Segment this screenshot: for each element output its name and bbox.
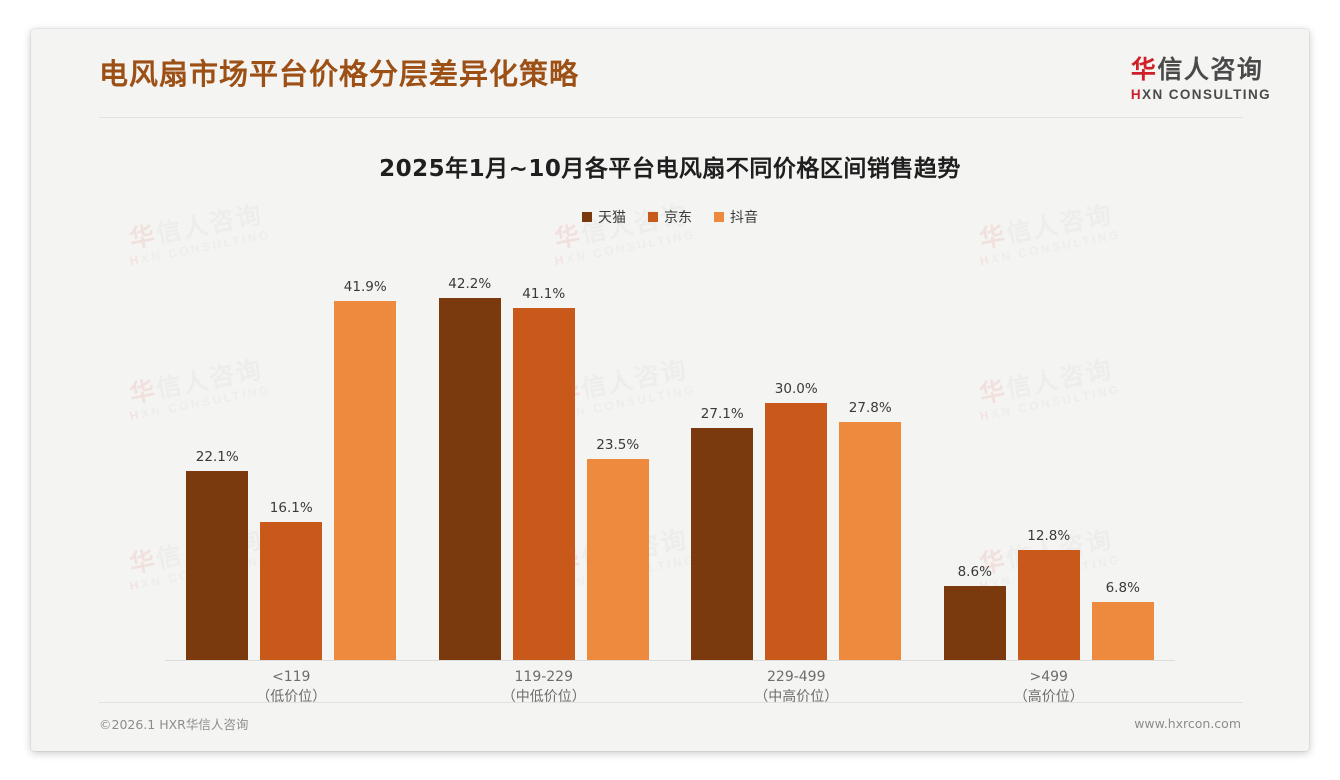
bar-groups: 22.1% 16.1% 41.9% 42.2% 41.1% 23.5% 27.1% 30.0%… xyxy=(165,231,1175,660)
logo-cn-red: 华 xyxy=(1130,55,1158,84)
bar-group: 27.1% 30.0% 27.8% xyxy=(670,231,923,660)
chart-legend: 天猫 京东 抖音 xyxy=(31,207,1309,227)
x-axis-label-main: 119-229 xyxy=(514,669,574,685)
bar[interactable] xyxy=(765,402,828,660)
bar-value-label: 16.1% xyxy=(269,499,313,516)
bar[interactable] xyxy=(1017,550,1080,660)
logo-cn-rest: 信人咨询 xyxy=(1157,55,1264,84)
legend-label: 京东 xyxy=(664,210,692,226)
bar-group: 42.2% 41.1% 23.5% xyxy=(418,231,671,660)
logo-en-rest: XN CONSULTING xyxy=(1142,87,1271,102)
bar-value-label: 27.1% xyxy=(700,405,744,422)
bar-group: 8.6% 12.8% 6.8% xyxy=(923,231,1176,660)
bar-value-label: 23.5% xyxy=(596,436,640,453)
bar[interactable] xyxy=(186,470,249,660)
header-divider xyxy=(99,117,1243,118)
bar-value-label: 6.8% xyxy=(1105,579,1140,596)
bar-column-抖音[interactable]: 23.5% xyxy=(586,231,649,660)
bar-value-label: 41.1% xyxy=(522,285,566,302)
x-axis-label-main: <119 xyxy=(272,669,311,685)
x-axis-label-main: 229-499 xyxy=(767,669,826,685)
bar-column-京东[interactable]: 16.1% xyxy=(260,231,323,660)
legend-label: 抖音 xyxy=(730,210,758,226)
x-axis-label-main: >499 xyxy=(1029,669,1068,685)
bar-column-天猫[interactable]: 22.1% xyxy=(186,231,249,660)
legend-swatch-icon xyxy=(648,212,658,222)
bar-column-京东[interactable]: 30.0% xyxy=(765,231,828,660)
bar[interactable] xyxy=(334,300,397,660)
bar[interactable] xyxy=(839,421,902,660)
bar[interactable] xyxy=(586,458,649,660)
bar[interactable] xyxy=(943,586,1006,660)
bar[interactable] xyxy=(691,427,754,660)
bar-column-抖音[interactable]: 41.9% xyxy=(334,231,397,660)
x-axis-label: 229-499 （中高价位） xyxy=(670,667,923,708)
chart-title: 2025年1月~10月各平台电风扇不同价格区间销售趋势 xyxy=(379,156,961,182)
bar-value-label: 8.6% xyxy=(957,564,992,581)
bar[interactable] xyxy=(260,521,323,660)
bar[interactable] xyxy=(512,307,575,660)
legend-swatch-icon xyxy=(582,212,592,222)
legend-item-京东[interactable]: 京东 xyxy=(648,207,692,227)
logo-en-red: H xyxy=(1130,87,1143,102)
x-axis-label: <119 （低价位） xyxy=(165,667,418,708)
bar-group: 22.1% 16.1% 41.9% xyxy=(165,231,418,660)
bar-column-京东[interactable]: 41.1% xyxy=(512,231,575,660)
bar[interactable] xyxy=(1091,601,1154,660)
slide-footer: ©2026.1 HXR华信人咨询 www.hxrcon.com xyxy=(99,714,1241,733)
bar-column-抖音[interactable]: 27.8% xyxy=(839,231,902,660)
bar-value-label: 30.0% xyxy=(774,380,818,397)
x-axis-line xyxy=(165,660,1175,661)
plot-area: 22.1% 16.1% 41.9% 42.2% 41.1% 23.5% 27.1% 30.0%… xyxy=(165,231,1175,661)
copyright-text: ©2026.1 HXR华信人咨询 xyxy=(99,717,249,732)
bar-column-京东[interactable]: 12.8% xyxy=(1017,231,1080,660)
bar-value-label: 22.1% xyxy=(195,448,239,465)
bar-column-天猫[interactable]: 8.6% xyxy=(943,231,1006,660)
legend-label: 天猫 xyxy=(598,210,626,226)
bar-value-label: 27.8% xyxy=(848,399,892,416)
bar-column-天猫[interactable]: 27.1% xyxy=(691,231,754,660)
chart-container: 2025年1月~10月各平台电风扇不同价格区间销售趋势 天猫 京东 抖音 22.1%… xyxy=(31,121,1309,705)
x-axis-label-sub: （中低价位） xyxy=(501,689,586,706)
footer-divider xyxy=(99,702,1243,703)
slide-header: 电风扇市场平台价格分层差异化策略 华信人咨询 HXN CONSULTING xyxy=(31,29,1309,118)
x-axis-label: 119-229 （中低价位） xyxy=(418,667,671,708)
brand-logo: 华信人咨询 HXN CONSULTING xyxy=(1131,57,1271,102)
bar-column-抖音[interactable]: 6.8% xyxy=(1091,231,1154,660)
bar-value-label: 12.8% xyxy=(1027,528,1071,545)
slide-card: 华信人咨询 HXN CONSULTING 华信人咨询 HXN CONSULTIN… xyxy=(31,29,1309,751)
bar-value-label: 42.2% xyxy=(448,276,492,293)
x-axis-label-sub: （高价位） xyxy=(1013,689,1084,706)
x-axis-labels: <119 （低价位） 119-229 （中低价位） 229-499 （中高价位） >499 （… xyxy=(165,667,1175,708)
x-axis-label-sub: （中高价位） xyxy=(754,689,839,706)
x-axis-label: >499 （高价位） xyxy=(923,667,1176,708)
legend-item-抖音[interactable]: 抖音 xyxy=(714,207,758,227)
legend-item-天猫[interactable]: 天猫 xyxy=(582,207,626,227)
bar-column-天猫[interactable]: 42.2% xyxy=(438,231,501,660)
bar-value-label: 41.9% xyxy=(343,278,387,295)
page-title: 电风扇市场平台价格分层差异化策略 xyxy=(99,57,580,91)
website-text: www.hxrcon.com xyxy=(1134,716,1241,731)
bar[interactable] xyxy=(438,298,501,660)
x-axis-label-sub: （低价位） xyxy=(256,689,327,706)
legend-swatch-icon xyxy=(714,212,724,222)
